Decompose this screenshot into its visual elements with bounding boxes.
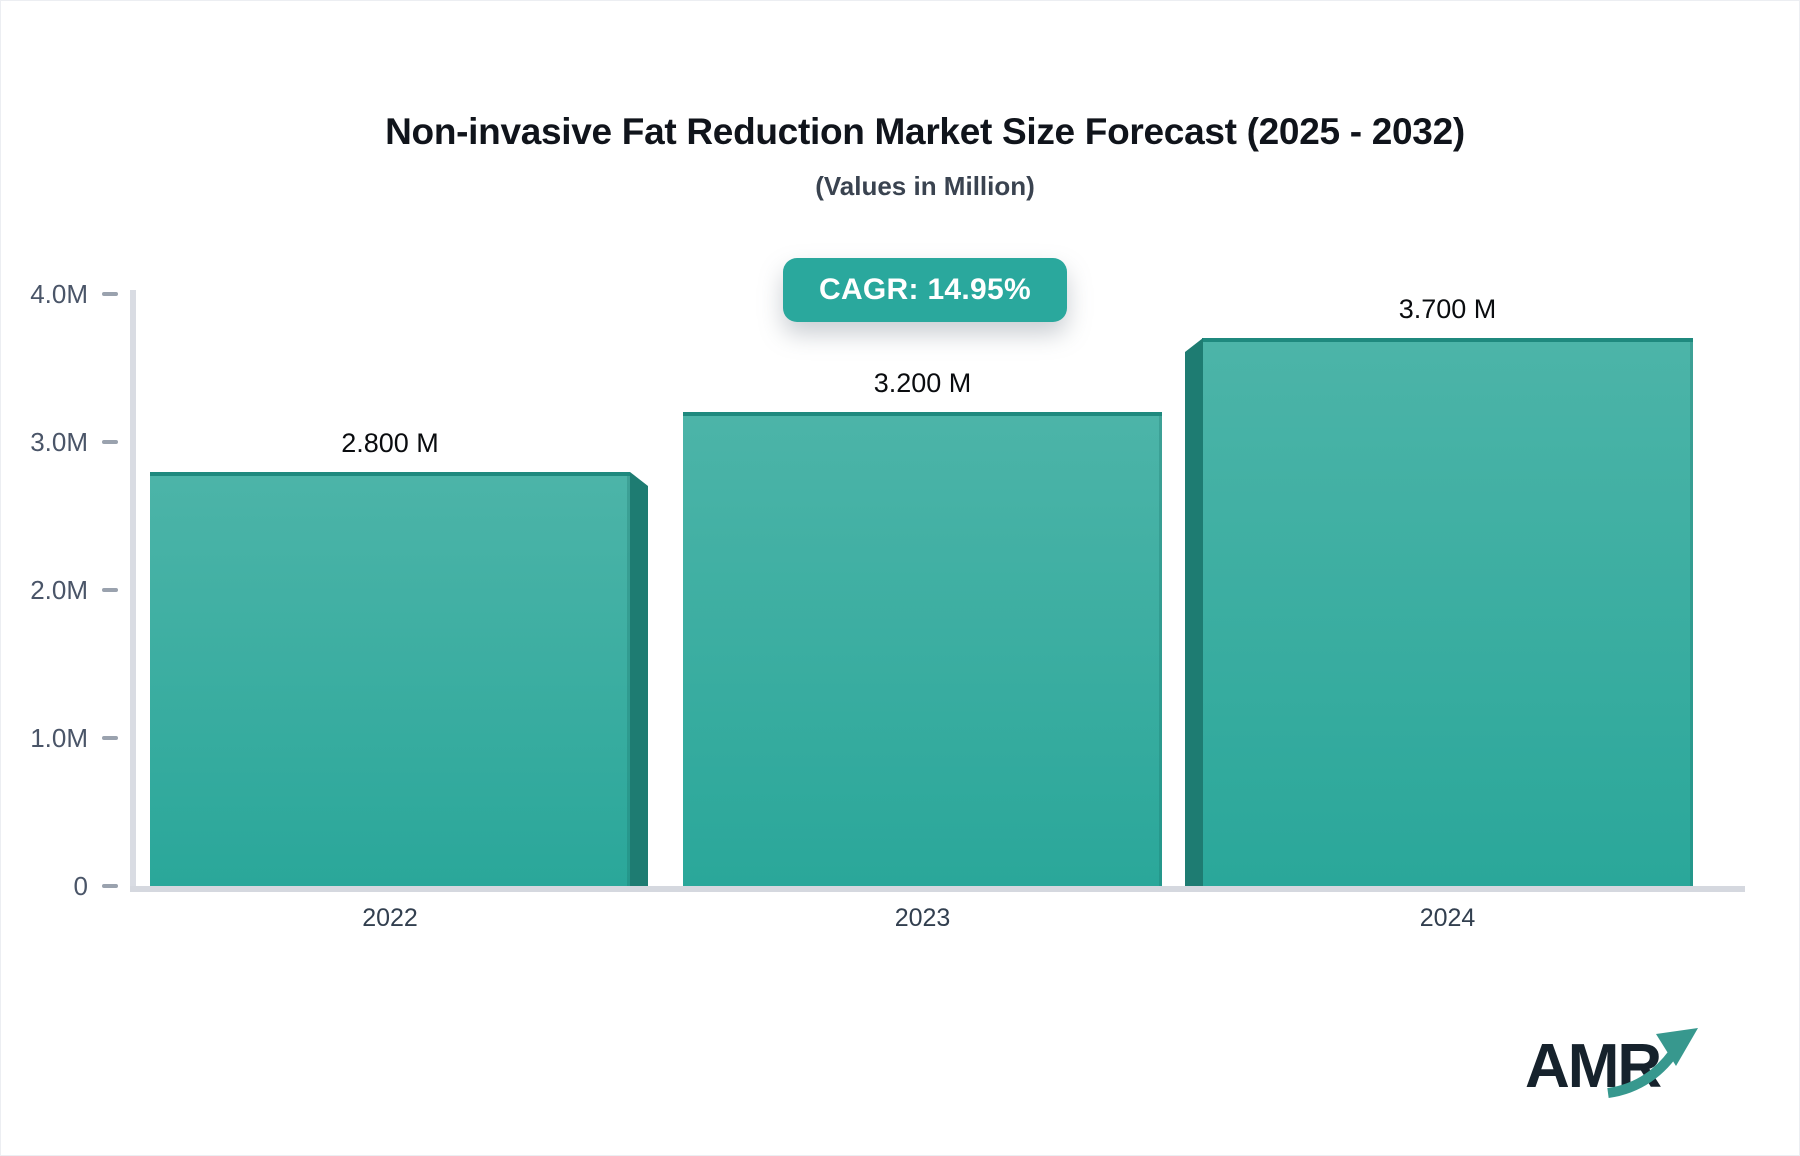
chart-title: Non-invasive Fat Reduction Market Size F… [385, 111, 1465, 152]
y-tick-dash [102, 588, 118, 592]
x-tick-label-2022: 2022 [362, 904, 418, 932]
brand-logo: AMR [1525, 1028, 1725, 1124]
x-tick-label-2023: 2023 [894, 904, 951, 932]
y-tick-dash [102, 292, 118, 296]
bar-2023 [683, 412, 1162, 886]
cagr-badge: CAGR: 14.95% [783, 258, 1067, 322]
y-tick-dash [102, 736, 118, 740]
x-tick-label-2024: 2024 [1419, 904, 1476, 932]
bar-side-face-2024 [1185, 338, 1203, 886]
y-tick-label: 4.0M [30, 279, 88, 309]
bar-2024 [1202, 338, 1693, 886]
growth-arrow-icon [1607, 1028, 1698, 1098]
y-axis-line [130, 290, 136, 892]
y-tick-dash [102, 884, 118, 888]
bar-value-label-2024: 3.700 M [1398, 294, 1497, 324]
x-axis-baseline [130, 886, 1745, 892]
y-tick-dash [102, 440, 118, 444]
y-tick-label: 0 [73, 871, 88, 901]
chart-subtitle: (Values in Million) [815, 171, 1035, 201]
y-tick-label: 1.0M [30, 723, 88, 753]
bar-side-face-2022 [630, 472, 648, 886]
bar-value-label-2023: 3.200 M [873, 368, 972, 398]
bar-value-label-2022: 2.800 M [341, 428, 439, 458]
y-tick-label: 2.0M [30, 575, 88, 605]
bar-2022 [150, 472, 630, 886]
y-tick-label: 3.0M [30, 427, 88, 457]
